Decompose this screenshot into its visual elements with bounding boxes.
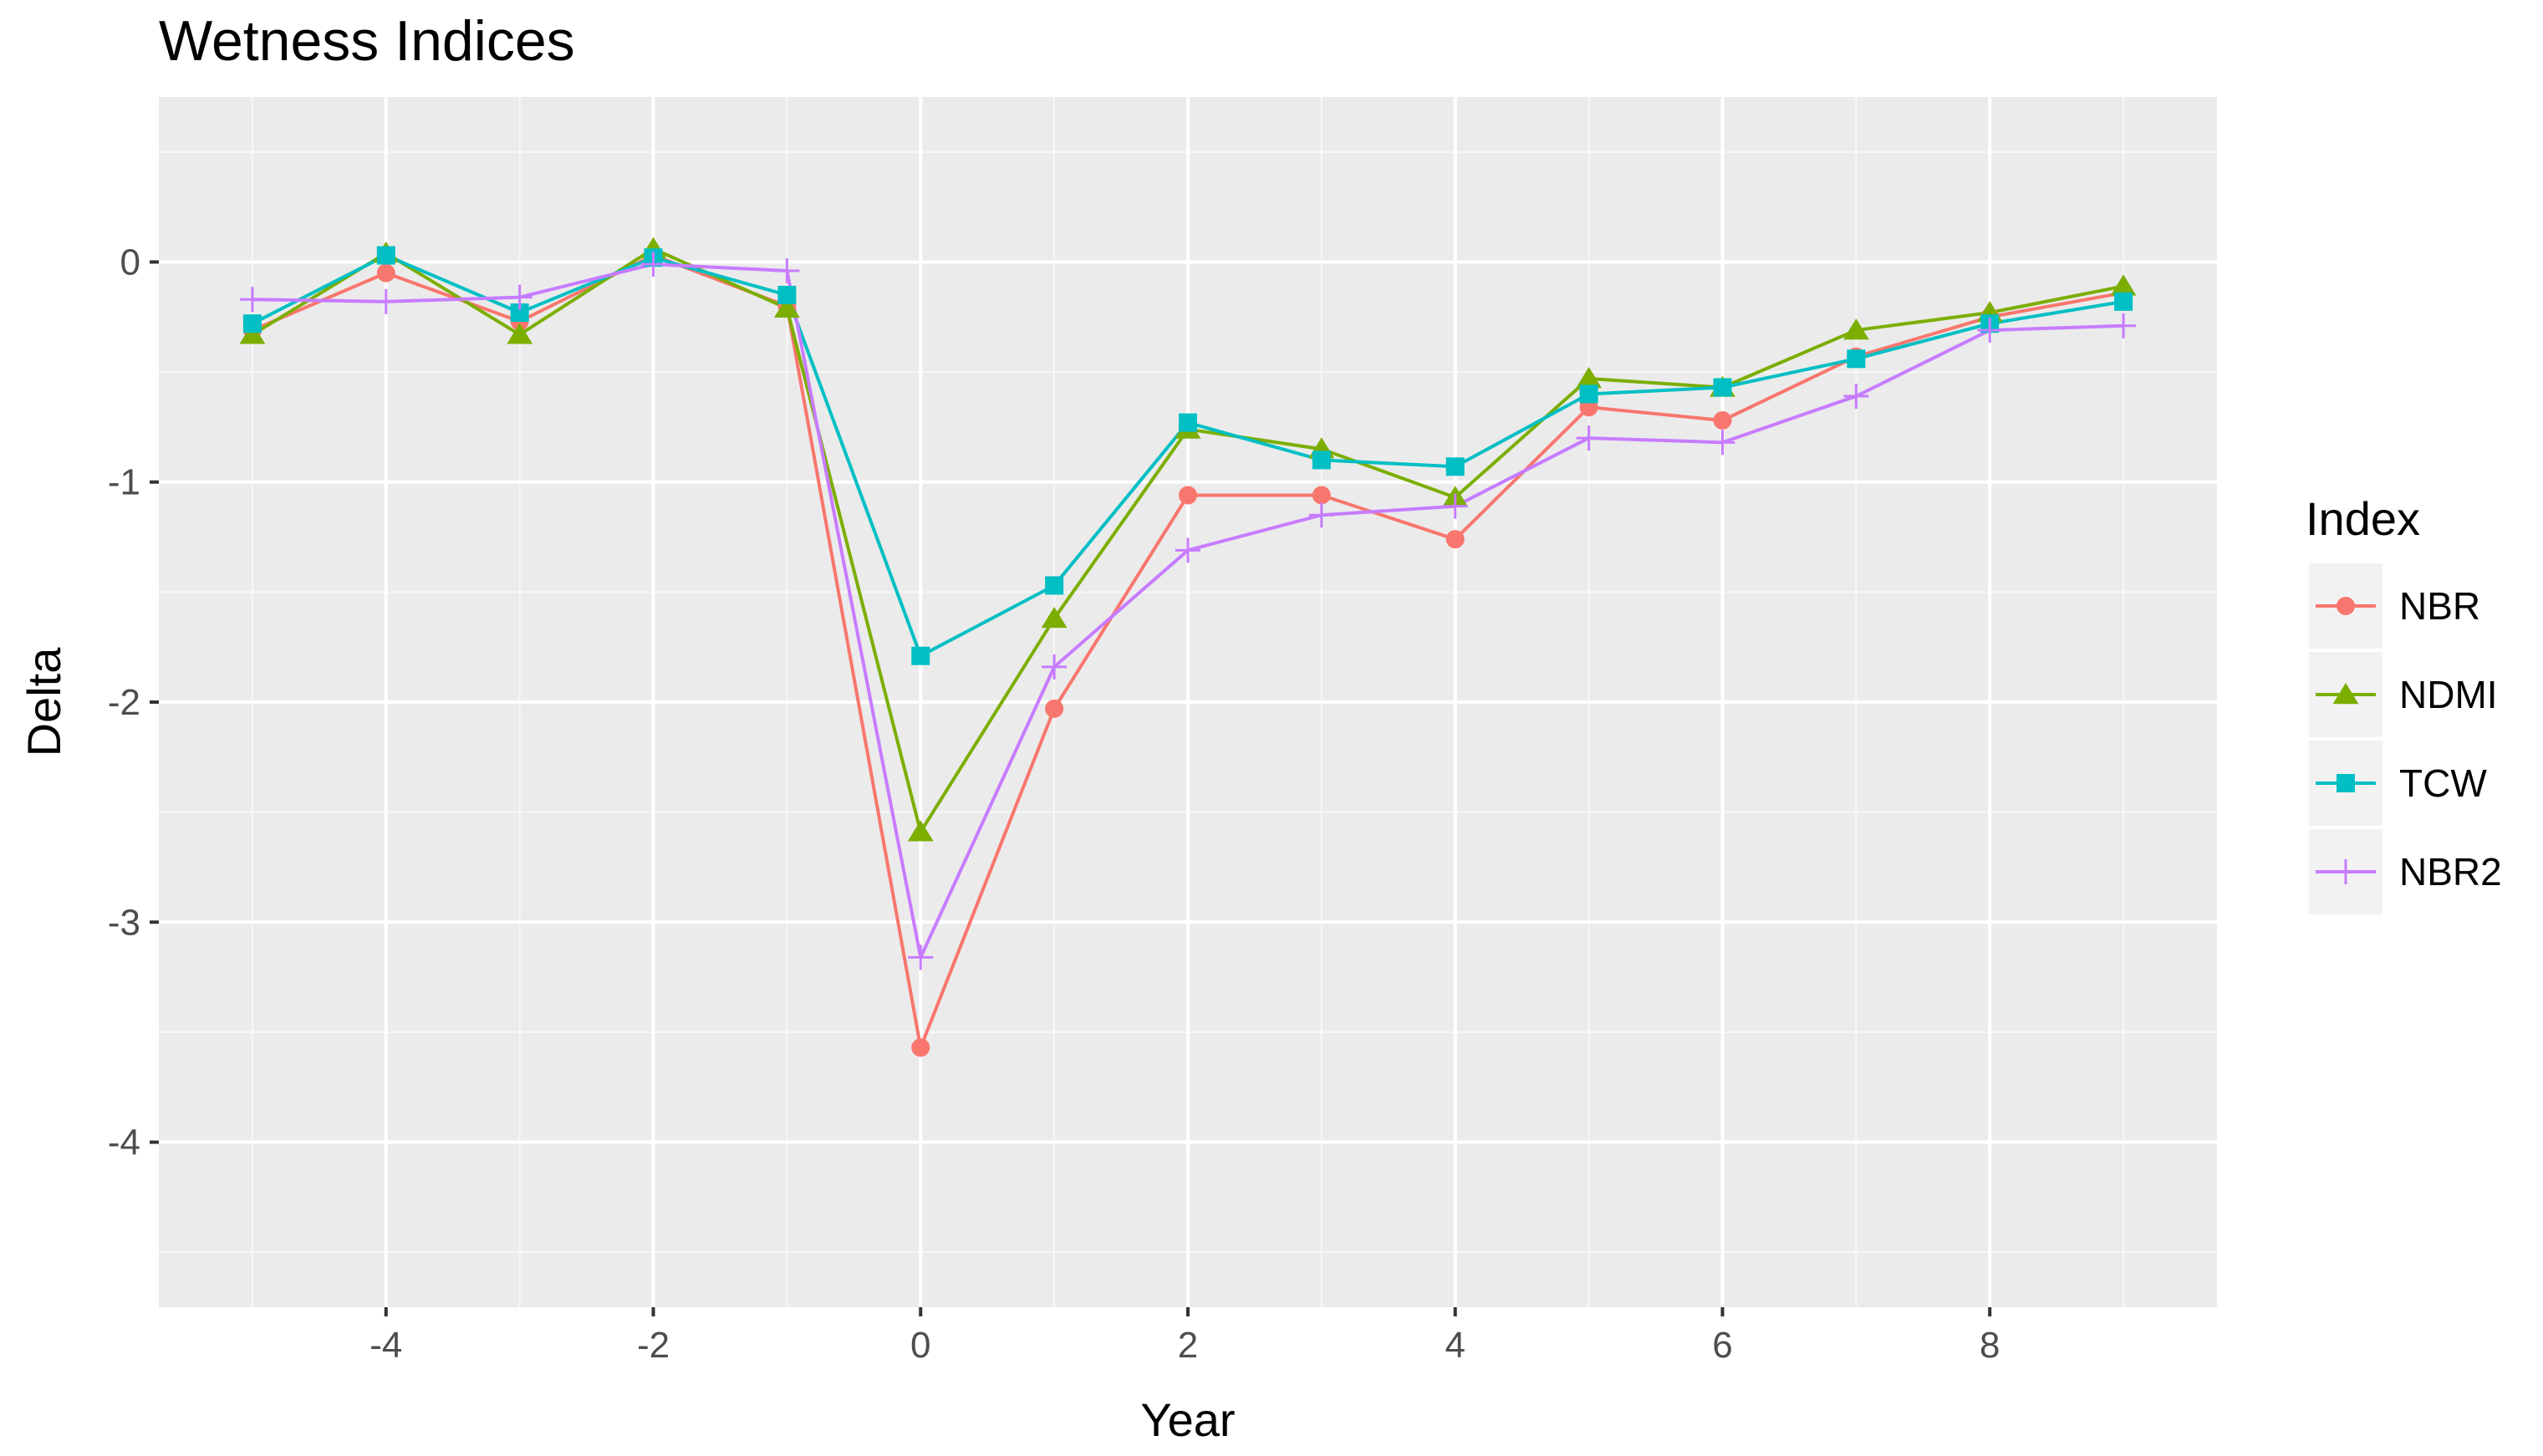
data-point-tcw	[242, 314, 262, 333]
legend-item-nbr2: NBR2	[2309, 829, 2502, 914]
legend-label-nbr: NBR	[2399, 584, 2480, 628]
legend-label-nbr2: NBR2	[2399, 850, 2502, 893]
data-point-nbr	[911, 1038, 930, 1057]
data-point-nbr2	[1977, 318, 2003, 344]
data-point-nbr	[1045, 699, 1064, 718]
data-point-tcw	[510, 303, 529, 323]
data-point-nbr2	[507, 284, 533, 310]
y-tick-label: -4	[108, 1123, 140, 1163]
data-point-nbr2	[373, 288, 399, 314]
legend-title: Index	[2306, 492, 2420, 545]
data-point-tcw	[1445, 457, 1465, 476]
axis-ticks	[150, 260, 1992, 1316]
data-point-nbr2	[2111, 313, 2137, 339]
data-point-nbr	[376, 263, 395, 283]
data-point-nbr2	[908, 944, 934, 970]
data-point-nbr2	[1175, 537, 1200, 563]
data-point-nbr2	[239, 287, 265, 313]
data-point-nbr	[1713, 411, 1732, 430]
data-point-ndmi	[907, 820, 934, 842]
chart-title: Wetness Indices	[159, 9, 575, 73]
data-point-nbr2	[1308, 502, 1334, 528]
legend-item-tcw: TCW	[2309, 741, 2487, 826]
data-point-nbr2	[1442, 493, 1468, 519]
x-tick-label: 4	[1445, 1325, 1465, 1366]
data-point-ndmi	[2110, 274, 2137, 296]
data-point-nbr2	[1710, 430, 1735, 456]
data-point-nbr2	[1576, 425, 1602, 451]
x-tick-label: 8	[1980, 1325, 2000, 1366]
data-point-nbr	[1312, 486, 1331, 505]
legend-label-tcw: TCW	[2399, 761, 2487, 805]
data-point-nbr	[1179, 486, 1197, 505]
legend: Index NBR NDMI TCW NBR2	[2306, 492, 2502, 914]
legend-label-ndmi: NDMI	[2399, 673, 2498, 716]
y-axis-tick-labels: 0 -1 -2 -3 -4	[108, 242, 140, 1163]
x-tick-label: 2	[1178, 1325, 1198, 1366]
y-tick-label: -2	[108, 682, 140, 723]
x-tick-label: 6	[1712, 1325, 1732, 1366]
data-point-nbr2	[640, 252, 666, 277]
legend-marker-nbr	[2337, 597, 2355, 615]
legend-marker-ndmi	[2332, 683, 2359, 705]
data-point-ndmi	[1041, 606, 1068, 629]
series-markers	[239, 237, 2137, 1057]
legend-item-ndmi: NDMI	[2309, 652, 2498, 737]
x-axis-title: Year	[1140, 1393, 1235, 1446]
x-tick-label: -2	[637, 1325, 670, 1366]
data-point-tcw	[911, 646, 930, 665]
data-point-tcw	[1579, 384, 1598, 404]
data-point-tcw	[1045, 576, 1064, 595]
x-tick-label: 0	[910, 1325, 930, 1366]
y-tick-label: -3	[108, 902, 140, 943]
data-point-nbr2	[774, 257, 800, 283]
data-point-tcw	[376, 246, 395, 265]
data-point-tcw	[2114, 292, 2133, 311]
data-point-ndmi	[773, 296, 800, 318]
major-gridlines	[159, 97, 2217, 1307]
data-point-nbr2	[1843, 384, 1869, 410]
legend-item-nbr: NBR	[2309, 563, 2480, 649]
y-axis-title: Delta	[18, 647, 70, 757]
data-point-tcw	[1847, 349, 1866, 369]
data-point-tcw	[1713, 378, 1732, 397]
data-point-ndmi	[507, 323, 533, 344]
data-point-tcw	[1179, 413, 1197, 432]
data-point-ndmi	[1576, 366, 1603, 389]
data-point-nbr2	[1042, 654, 1068, 680]
legend-keys: NBR NDMI TCW NBR2	[2309, 563, 2502, 914]
data-point-nbr	[1445, 530, 1465, 549]
data-point-ndmi	[1842, 318, 1869, 340]
y-tick-label: -1	[108, 462, 140, 503]
x-axis-tick-labels: -4 -2 0 2 4 6 8	[369, 1325, 2000, 1366]
x-tick-label: -4	[369, 1325, 402, 1366]
data-point-tcw	[1312, 451, 1331, 470]
y-tick-label: 0	[120, 242, 140, 283]
data-point-ndmi	[239, 323, 266, 344]
legend-marker-tcw	[2337, 774, 2355, 792]
data-point-tcw	[777, 285, 797, 304]
legend-marker-nbr2	[2333, 859, 2358, 884]
